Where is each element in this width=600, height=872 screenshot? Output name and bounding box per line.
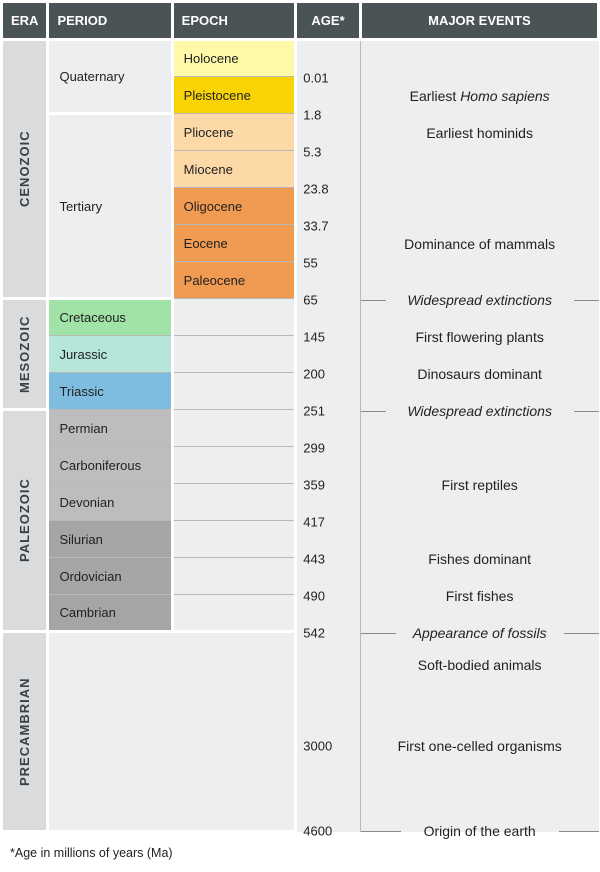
era-label-precambrian: PRECAMBRIAN (3, 633, 46, 830)
event-reptiles: First reptiles (361, 477, 599, 493)
age-4: 33.7 (303, 219, 328, 234)
epoch-pliocene: Pliocene (172, 114, 296, 151)
age-1: 1.8 (303, 108, 321, 123)
epoch-blank (172, 336, 296, 373)
header-period: PERIOD (48, 2, 172, 40)
event-fishes-dom: Fishes dominant (361, 551, 599, 567)
geologic-time-table: ERA PERIOD EPOCH AGE* MAJOR EVENTS CENOZ… (0, 0, 600, 833)
age-17: 4600 (303, 824, 332, 839)
period-devonian: Devonian (48, 484, 172, 521)
epoch-holocene: Holocene (172, 40, 296, 77)
header-row: ERA PERIOD EPOCH AGE* MAJOR EVENTS (2, 2, 599, 40)
period-cretaceous: Cretaceous (48, 299, 172, 336)
epoch-blank (172, 521, 296, 558)
period-quaternary: Quaternary (48, 40, 172, 114)
age-13: 443 (303, 552, 325, 567)
epoch-miocene: Miocene (172, 151, 296, 188)
epoch-pleistocene: Pleistocene (172, 77, 296, 114)
period-cambrian: Cambrian (48, 595, 172, 632)
era-mesozoic: MESOZOIC (2, 299, 48, 410)
age-2: 5.3 (303, 145, 321, 160)
epoch-oligocene: Oligocene (172, 188, 296, 225)
era-precambrian: PRECAMBRIAN (2, 632, 48, 832)
event-fossils: Appearance of fossils (361, 625, 599, 641)
header-events: MAJOR EVENTS (360, 2, 598, 40)
event-extinction-2: Widespread extinctions (361, 403, 599, 419)
epoch-blank (172, 484, 296, 521)
era-cenozoic: CENOZOIC (2, 40, 48, 299)
epoch-blank (172, 558, 296, 595)
header-epoch: EPOCH (172, 2, 296, 40)
age-8: 200 (303, 367, 325, 382)
epoch-eocene: Eocene (172, 225, 296, 262)
era-label-paleozoic: PALEOZOIC (3, 411, 46, 630)
event-origin: Origin of the earth (361, 823, 599, 839)
age-0: 0.01 (303, 71, 328, 86)
epoch-blank (172, 595, 296, 632)
event-flowering: First flowering plants (361, 329, 599, 345)
age-3: 23.8 (303, 182, 328, 197)
age-5: 55 (303, 256, 317, 271)
event-one-celled: First one-celled organisms (361, 738, 599, 754)
event-soft-bodied: Soft-bodied animals (361, 657, 599, 673)
event-hominids: Earliest hominids (361, 125, 599, 141)
age-9: 251 (303, 404, 325, 419)
era-label-cenozoic: CENOZOIC (3, 41, 46, 297)
epoch-blank (172, 299, 296, 336)
age-14: 490 (303, 589, 325, 604)
header-age: AGE* (296, 2, 361, 40)
event-extinction-1: Widespread extinctions (361, 292, 599, 308)
period-jurassic: Jurassic (48, 336, 172, 373)
epoch-blank (172, 373, 296, 410)
precambrian-span (48, 632, 296, 832)
age-10: 299 (303, 441, 325, 456)
age-16: 3000 (303, 739, 332, 754)
event-dinosaurs: Dinosaurs dominant (361, 366, 599, 382)
epoch-blank (172, 447, 296, 484)
era-paleozoic: PALEOZOIC (2, 410, 48, 632)
age-15: 542 (303, 626, 325, 641)
era-label-mesozoic: MESOZOIC (3, 300, 46, 408)
period-tertiary: Tertiary (48, 114, 172, 299)
period-silurian: Silurian (48, 521, 172, 558)
epoch-paleocene: Paleocene (172, 262, 296, 299)
event-mammals: Dominance of mammals (361, 236, 599, 252)
age-6: 65 (303, 293, 317, 308)
event-homo-sapiens: Earliest Homo sapiens (361, 88, 599, 104)
period-carboniferous: Carboniferous (48, 447, 172, 484)
events-column: Earliest Homo sapiens Earliest hominids … (360, 40, 598, 832)
age-12: 417 (303, 515, 325, 530)
age-11: 359 (303, 478, 325, 493)
event-first-fishes: First fishes (361, 588, 599, 604)
period-permian: Permian (48, 410, 172, 447)
period-triassic: Triassic (48, 373, 172, 410)
period-ordovician: Ordovician (48, 558, 172, 595)
age-column: 0.01 1.8 5.3 23.8 33.7 55 65 145 200 251… (296, 40, 361, 832)
age-7: 145 (303, 330, 325, 345)
epoch-blank (172, 410, 296, 447)
header-era: ERA (2, 2, 48, 40)
